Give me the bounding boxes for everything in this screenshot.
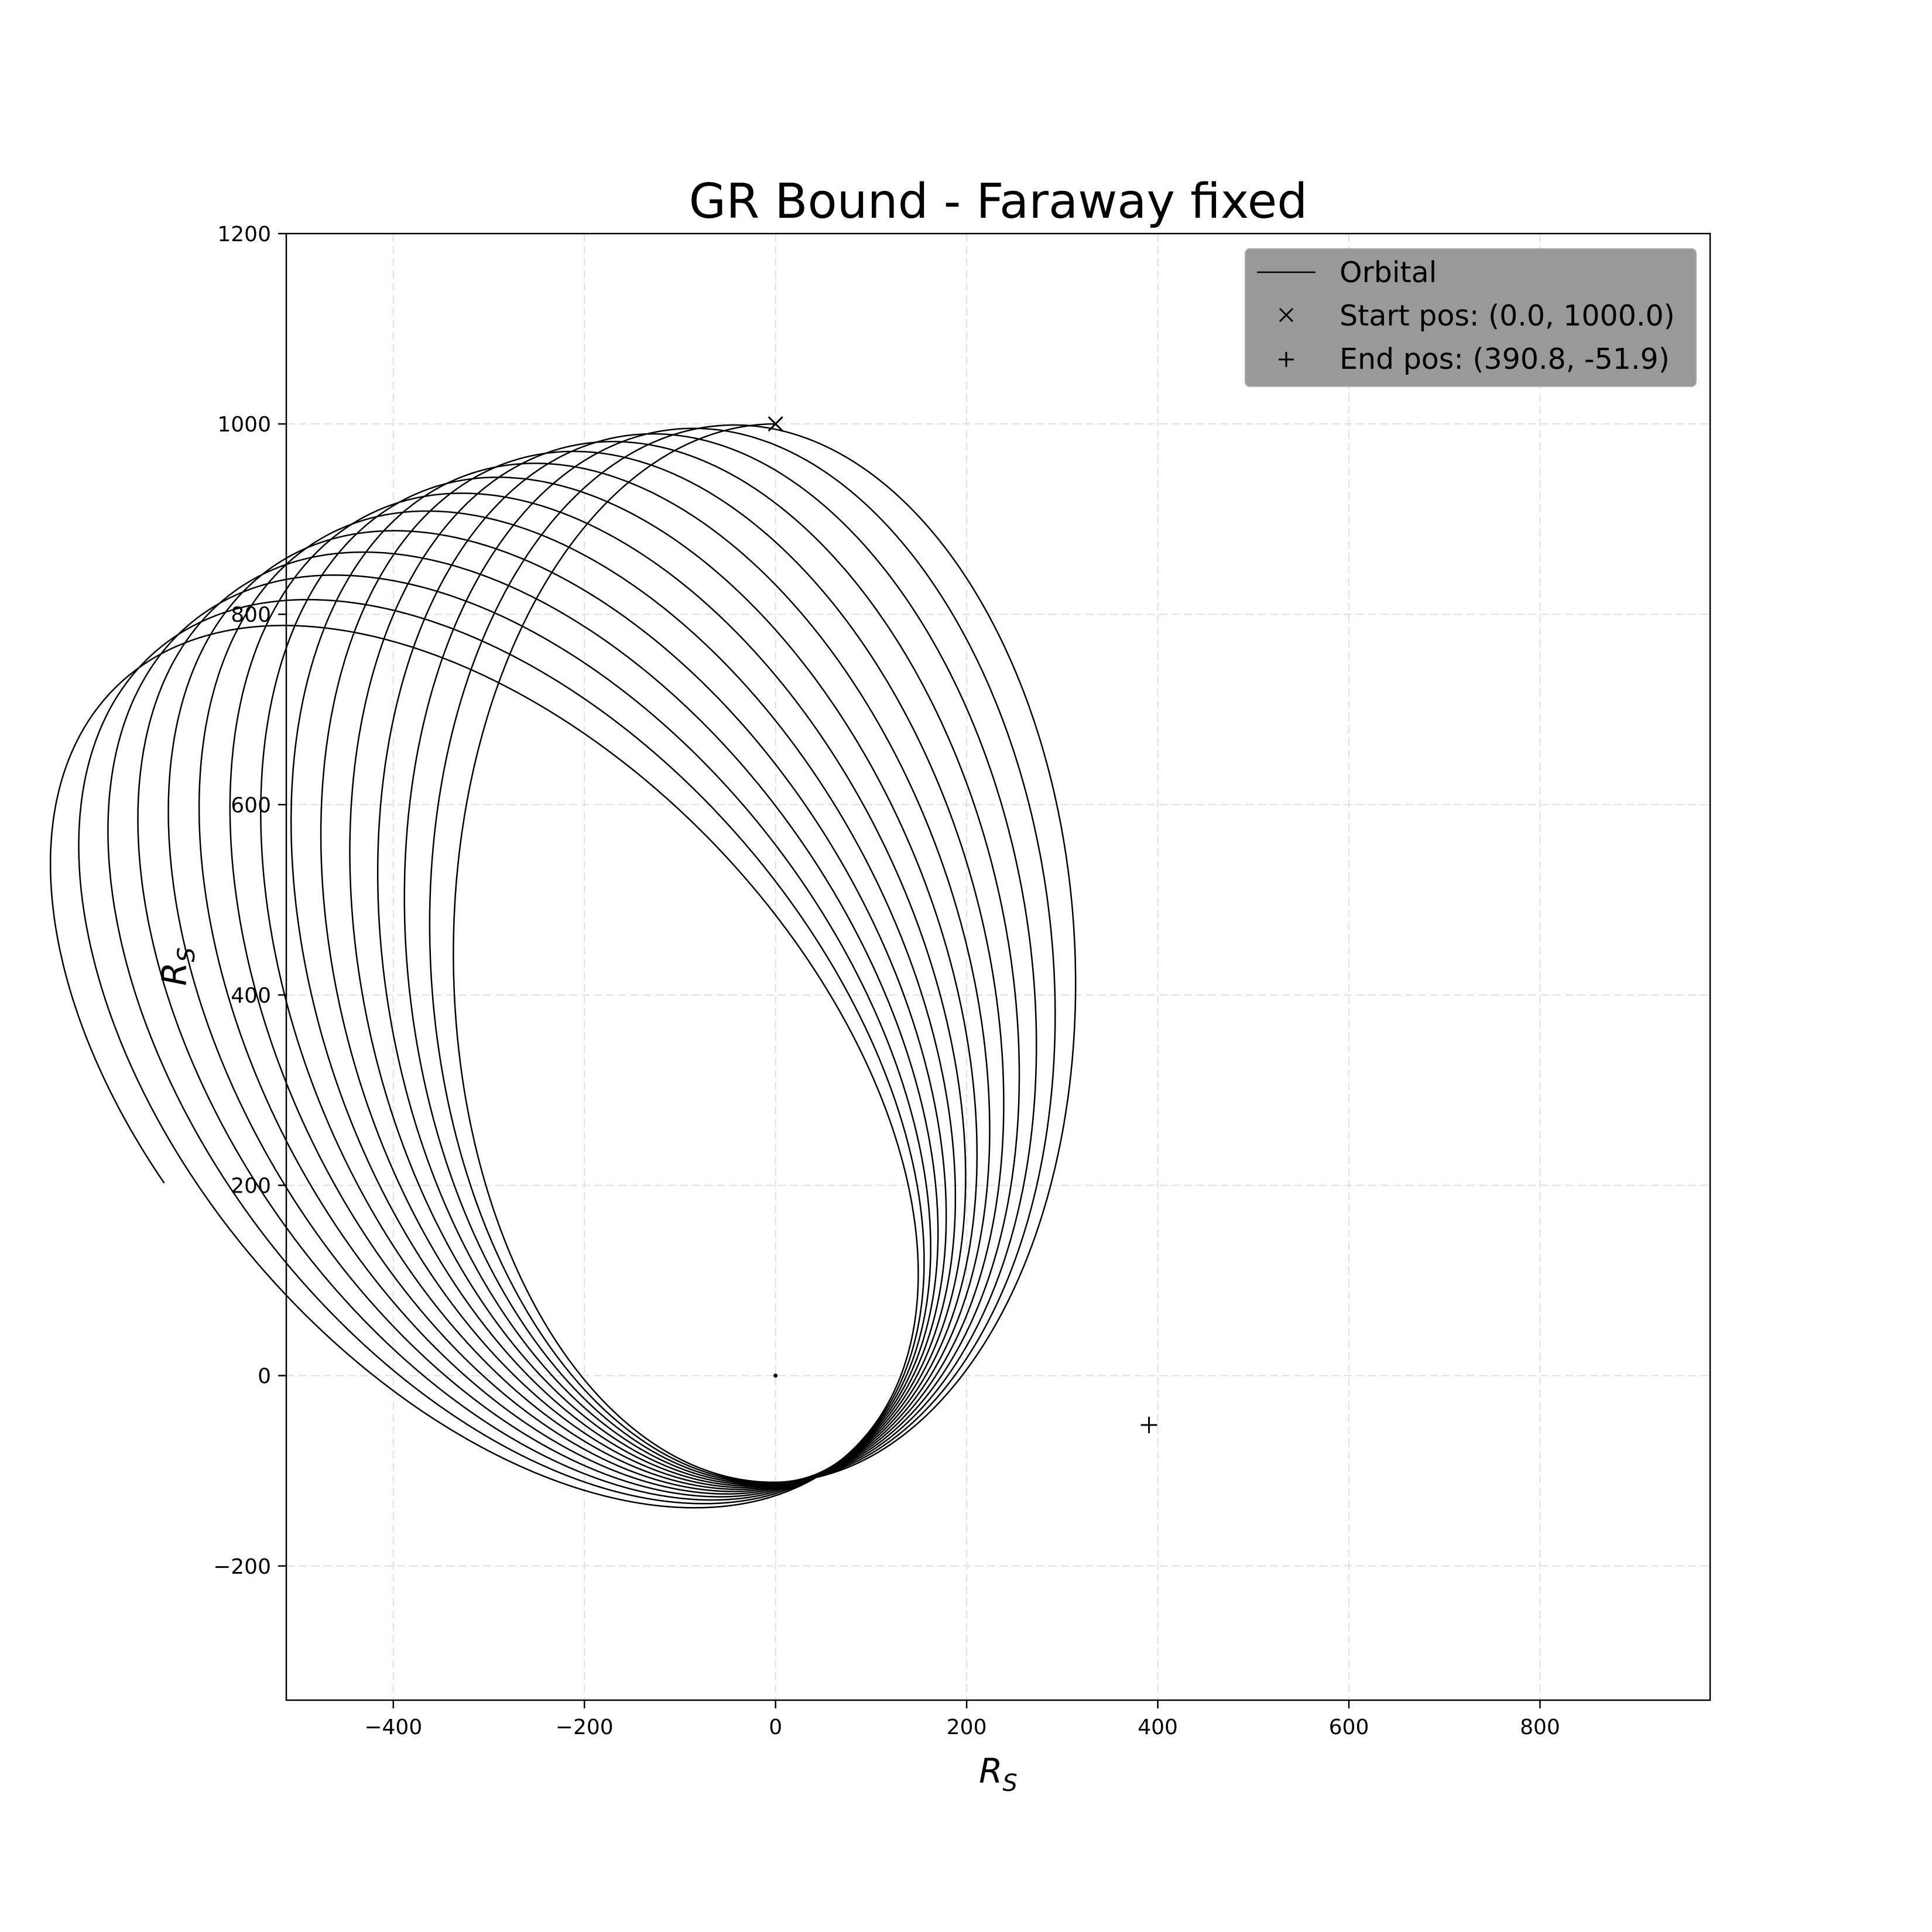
orbit-lines (49, 423, 1077, 1509)
x-tick-label: 600 (1329, 1715, 1369, 1739)
legend-end-label: End pos: (390.8, -51.9) (1340, 342, 1670, 376)
legend-start-label: Start pos: (0.0, 1000.0) (1340, 299, 1675, 333)
y-tick-label: −200 (213, 1555, 271, 1579)
x-tick-label: 400 (1138, 1715, 1178, 1739)
start-point-marker (768, 416, 783, 432)
x-tick-label: 0 (769, 1715, 782, 1739)
y-tick-label: 600 (231, 793, 271, 817)
x-tick-label: 200 (947, 1715, 987, 1739)
y-tick-label: 800 (231, 603, 271, 627)
axis-ticks: −400 −200 0 200 400 600 800 −200 0 200 400 600 800 10… (213, 222, 1560, 1739)
y-tick-label: 0 (258, 1365, 271, 1389)
legend-start-marker-icon (1279, 307, 1294, 323)
legend-end-marker-icon (1279, 352, 1294, 367)
y-tick-label: 400 (231, 984, 271, 1008)
y-tick-label: 200 (231, 1174, 271, 1198)
y-axis-label: RS (155, 947, 200, 986)
position-markers (768, 416, 1157, 1434)
legend: Orbital Start pos: (0.0, 1000.0) End pos… (1245, 248, 1697, 387)
end-point-marker (1140, 1417, 1157, 1434)
x-axis-label: RS (979, 1751, 1018, 1797)
central-body-point (773, 1373, 778, 1378)
x-tick-label: 800 (1520, 1715, 1560, 1739)
y-tick-label: 1200 (217, 222, 271, 246)
legend-orbital-label: Orbital (1340, 256, 1437, 289)
x-tick-label: −200 (556, 1715, 614, 1739)
chart-title: GR Bound - Faraway fixed (689, 174, 1308, 229)
plot-frame (285, 232, 1711, 1701)
orbit-path (49, 423, 1077, 1509)
legend-box (1245, 248, 1697, 387)
y-tick-label: 1000 (217, 413, 271, 437)
x-tick-label: −400 (364, 1715, 422, 1739)
